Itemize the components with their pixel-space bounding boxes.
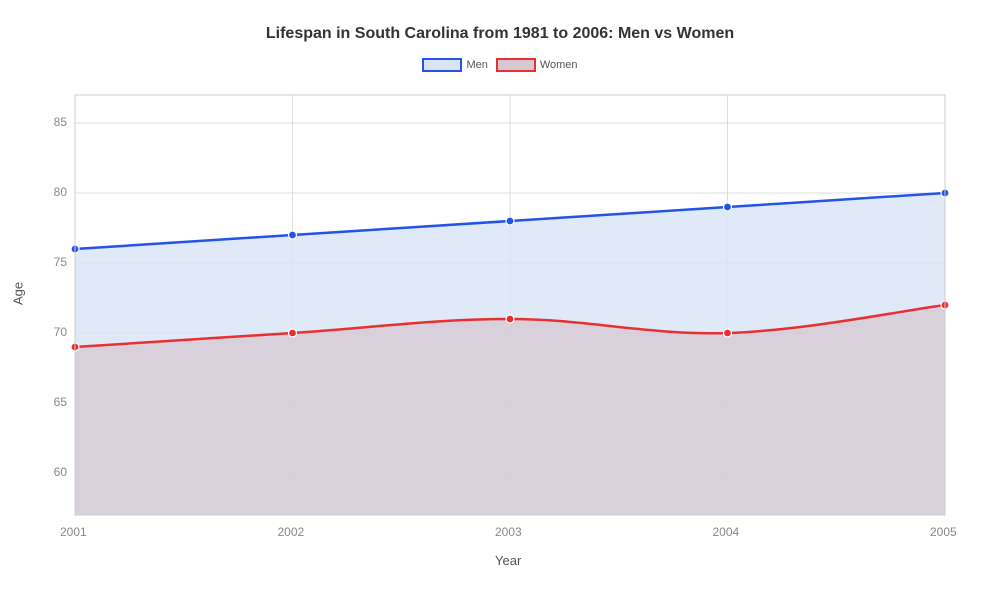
y-tick-label: 75 xyxy=(54,255,67,269)
y-tick-label: 70 xyxy=(54,325,67,339)
x-tick-label: 2004 xyxy=(713,525,740,539)
y-tick-label: 80 xyxy=(54,185,67,199)
x-tick-label: 2003 xyxy=(495,525,522,539)
y-tick-label: 85 xyxy=(54,115,67,129)
y-tick-label: 65 xyxy=(54,395,67,409)
chart-container: Lifespan in South Carolina from 1981 to … xyxy=(0,0,1000,600)
x-tick-label: 2002 xyxy=(278,525,305,539)
x-tick-label: 2001 xyxy=(60,525,87,539)
y-tick-label: 60 xyxy=(54,465,67,479)
y-axis-label: Age xyxy=(11,282,26,305)
x-axis-label: Year xyxy=(495,553,521,568)
x-tick-label: 2005 xyxy=(930,525,957,539)
chart-svg xyxy=(0,0,1000,600)
